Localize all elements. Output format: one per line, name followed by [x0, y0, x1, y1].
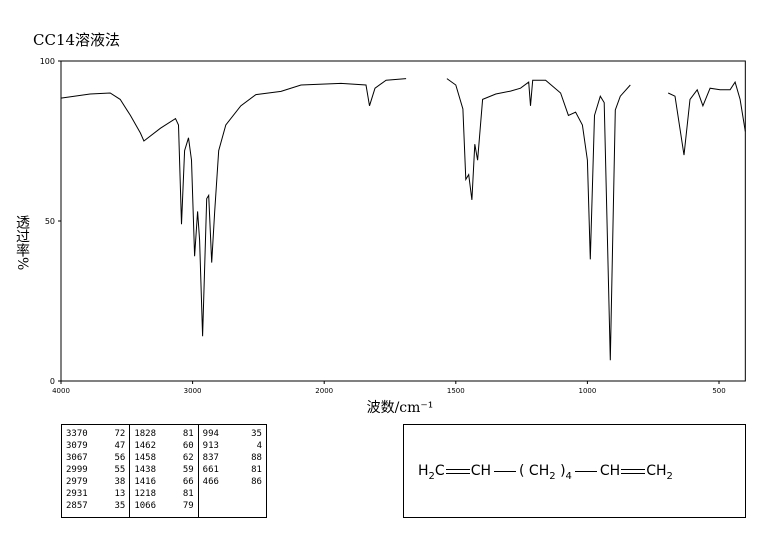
chart: CC14溶液法 波数/cm⁻¹ 透过率% 0 50 100 4000 3000 2000 1…	[14, 31, 746, 416]
peak-transmittance: 86	[251, 477, 262, 487]
peak-row: 2857 35	[66, 500, 125, 512]
peak-transmittance: 4	[256, 441, 262, 451]
peak-row: 837 88	[203, 452, 262, 464]
peak-wavenumber: 1458	[134, 453, 157, 463]
peak-row: 1458 62	[134, 452, 193, 464]
formula-text: CH	[646, 463, 667, 479]
peak-wavenumber: 1416	[134, 477, 157, 487]
spectrum-line	[60, 78, 746, 361]
x-tick-label: 3000	[184, 387, 202, 395]
x-tick-label: 1500	[447, 387, 465, 395]
formula-text: C	[434, 463, 445, 479]
peak-wavenumber: 3079	[66, 441, 88, 451]
peak-wavenumber: 994	[202, 429, 219, 439]
peak-row: 913 4	[203, 440, 262, 452]
peak-column: 1828 81 1462 60 1458 62 1438 59 1416 66 1218 81 1066…	[130, 425, 199, 517]
single-bond	[494, 470, 516, 472]
peak-wavenumber: 3370	[66, 429, 88, 439]
peak-transmittance: 55	[114, 465, 126, 475]
peak-transmittance: 88	[251, 453, 262, 463]
x-axis-label: 波数/cm⁻¹	[367, 400, 434, 416]
peak-wavenumber: 913	[202, 441, 219, 451]
x-tick-label: 4000	[52, 387, 70, 395]
peak-row: 3079 47	[66, 440, 125, 452]
peak-row: 1828 81	[134, 428, 193, 440]
y-tick-label: 50	[45, 217, 55, 226]
single-bond	[574, 470, 597, 472]
formula-text: CH	[528, 463, 550, 479]
double-bond	[445, 468, 470, 474]
peak-transmittance: 81	[182, 489, 194, 499]
peak-table: 3370 72 3079 47 3067 56 2999 55 2979 38 2931 13 2857…	[61, 424, 267, 518]
peak-wavenumber: 2999	[66, 465, 88, 475]
peak-wavenumber: 2931	[66, 489, 88, 499]
x-tick-label: 500	[712, 387, 725, 395]
peak-transmittance: 13	[114, 489, 126, 499]
formula-sub: 2	[428, 470, 435, 482]
peak-row: 1438 59	[134, 464, 193, 476]
peak-row: 2931 13	[66, 488, 125, 500]
peak-row: 1462 60	[134, 440, 193, 452]
formula-text: )	[560, 463, 566, 479]
peak-row: 2979 38	[66, 476, 125, 488]
peak-wavenumber: 2857	[66, 501, 88, 511]
peak-wavenumber: 1438	[134, 465, 157, 475]
y-tick-label: 100	[40, 57, 55, 66]
peak-row: 1416 66	[134, 476, 193, 488]
peak-transmittance: 56	[114, 453, 126, 463]
plot-frame	[60, 60, 746, 382]
peak-row: 3067 56	[66, 452, 125, 464]
peak-wavenumber: 1828	[134, 429, 157, 439]
y-axis-label: 透过率%	[14, 215, 30, 270]
peak-row: 1066 79	[134, 500, 193, 512]
peak-row: 661 81	[203, 464, 262, 476]
peak-wavenumber: 661	[202, 465, 219, 475]
peak-row: 1218 81	[134, 488, 193, 500]
peak-row: 3370 72	[66, 428, 125, 440]
peak-wavenumber: 837	[202, 453, 219, 463]
peak-transmittance: 66	[182, 477, 194, 487]
peak-column: 3370 72 3079 47 3067 56 2999 55 2979 38 2931 13 2857…	[62, 425, 131, 517]
peak-transmittance: 35	[114, 501, 126, 511]
peak-wavenumber: 1066	[134, 501, 157, 511]
peak-transmittance: 81	[251, 465, 262, 475]
double-bond	[621, 468, 646, 474]
peak-row: 2999 55	[66, 464, 125, 476]
peak-transmittance: 38	[114, 477, 126, 487]
peak-transmittance: 81	[182, 429, 194, 439]
peak-transmittance: 35	[251, 429, 262, 439]
peak-transmittance: 47	[114, 441, 126, 451]
peak-transmittance: 79	[182, 501, 194, 511]
y-tick-label: 0	[50, 377, 55, 386]
peak-row: 994 35	[203, 428, 262, 440]
peak-row: 466 86	[203, 476, 262, 488]
peak-wavenumber: 466	[202, 477, 219, 487]
peak-transmittance: 59	[182, 465, 194, 475]
formula-sub: 2	[549, 470, 556, 482]
formula-text: CH	[599, 463, 621, 479]
peak-transmittance: 62	[182, 453, 194, 463]
peak-wavenumber: 1218	[134, 489, 157, 499]
chart-title: CC14溶液法	[33, 31, 120, 49]
peak-transmittance: 72	[114, 429, 126, 439]
peak-wavenumber: 2979	[66, 477, 88, 487]
formula-text: (	[519, 463, 525, 479]
peak-column: 994 35 913 4 837 88 661 81 466 86	[199, 425, 266, 517]
x-tick-label: 2000	[315, 387, 333, 395]
formula-text: H	[418, 463, 429, 479]
formula-sub: 2	[666, 470, 673, 482]
x-tick-label: 1000	[578, 387, 596, 395]
peak-wavenumber: 3067	[66, 453, 88, 463]
peak-transmittance: 60	[182, 441, 194, 451]
formula-text: CH	[470, 463, 491, 479]
peak-wavenumber: 1462	[134, 441, 157, 451]
formula-sub: 4	[565, 470, 572, 482]
